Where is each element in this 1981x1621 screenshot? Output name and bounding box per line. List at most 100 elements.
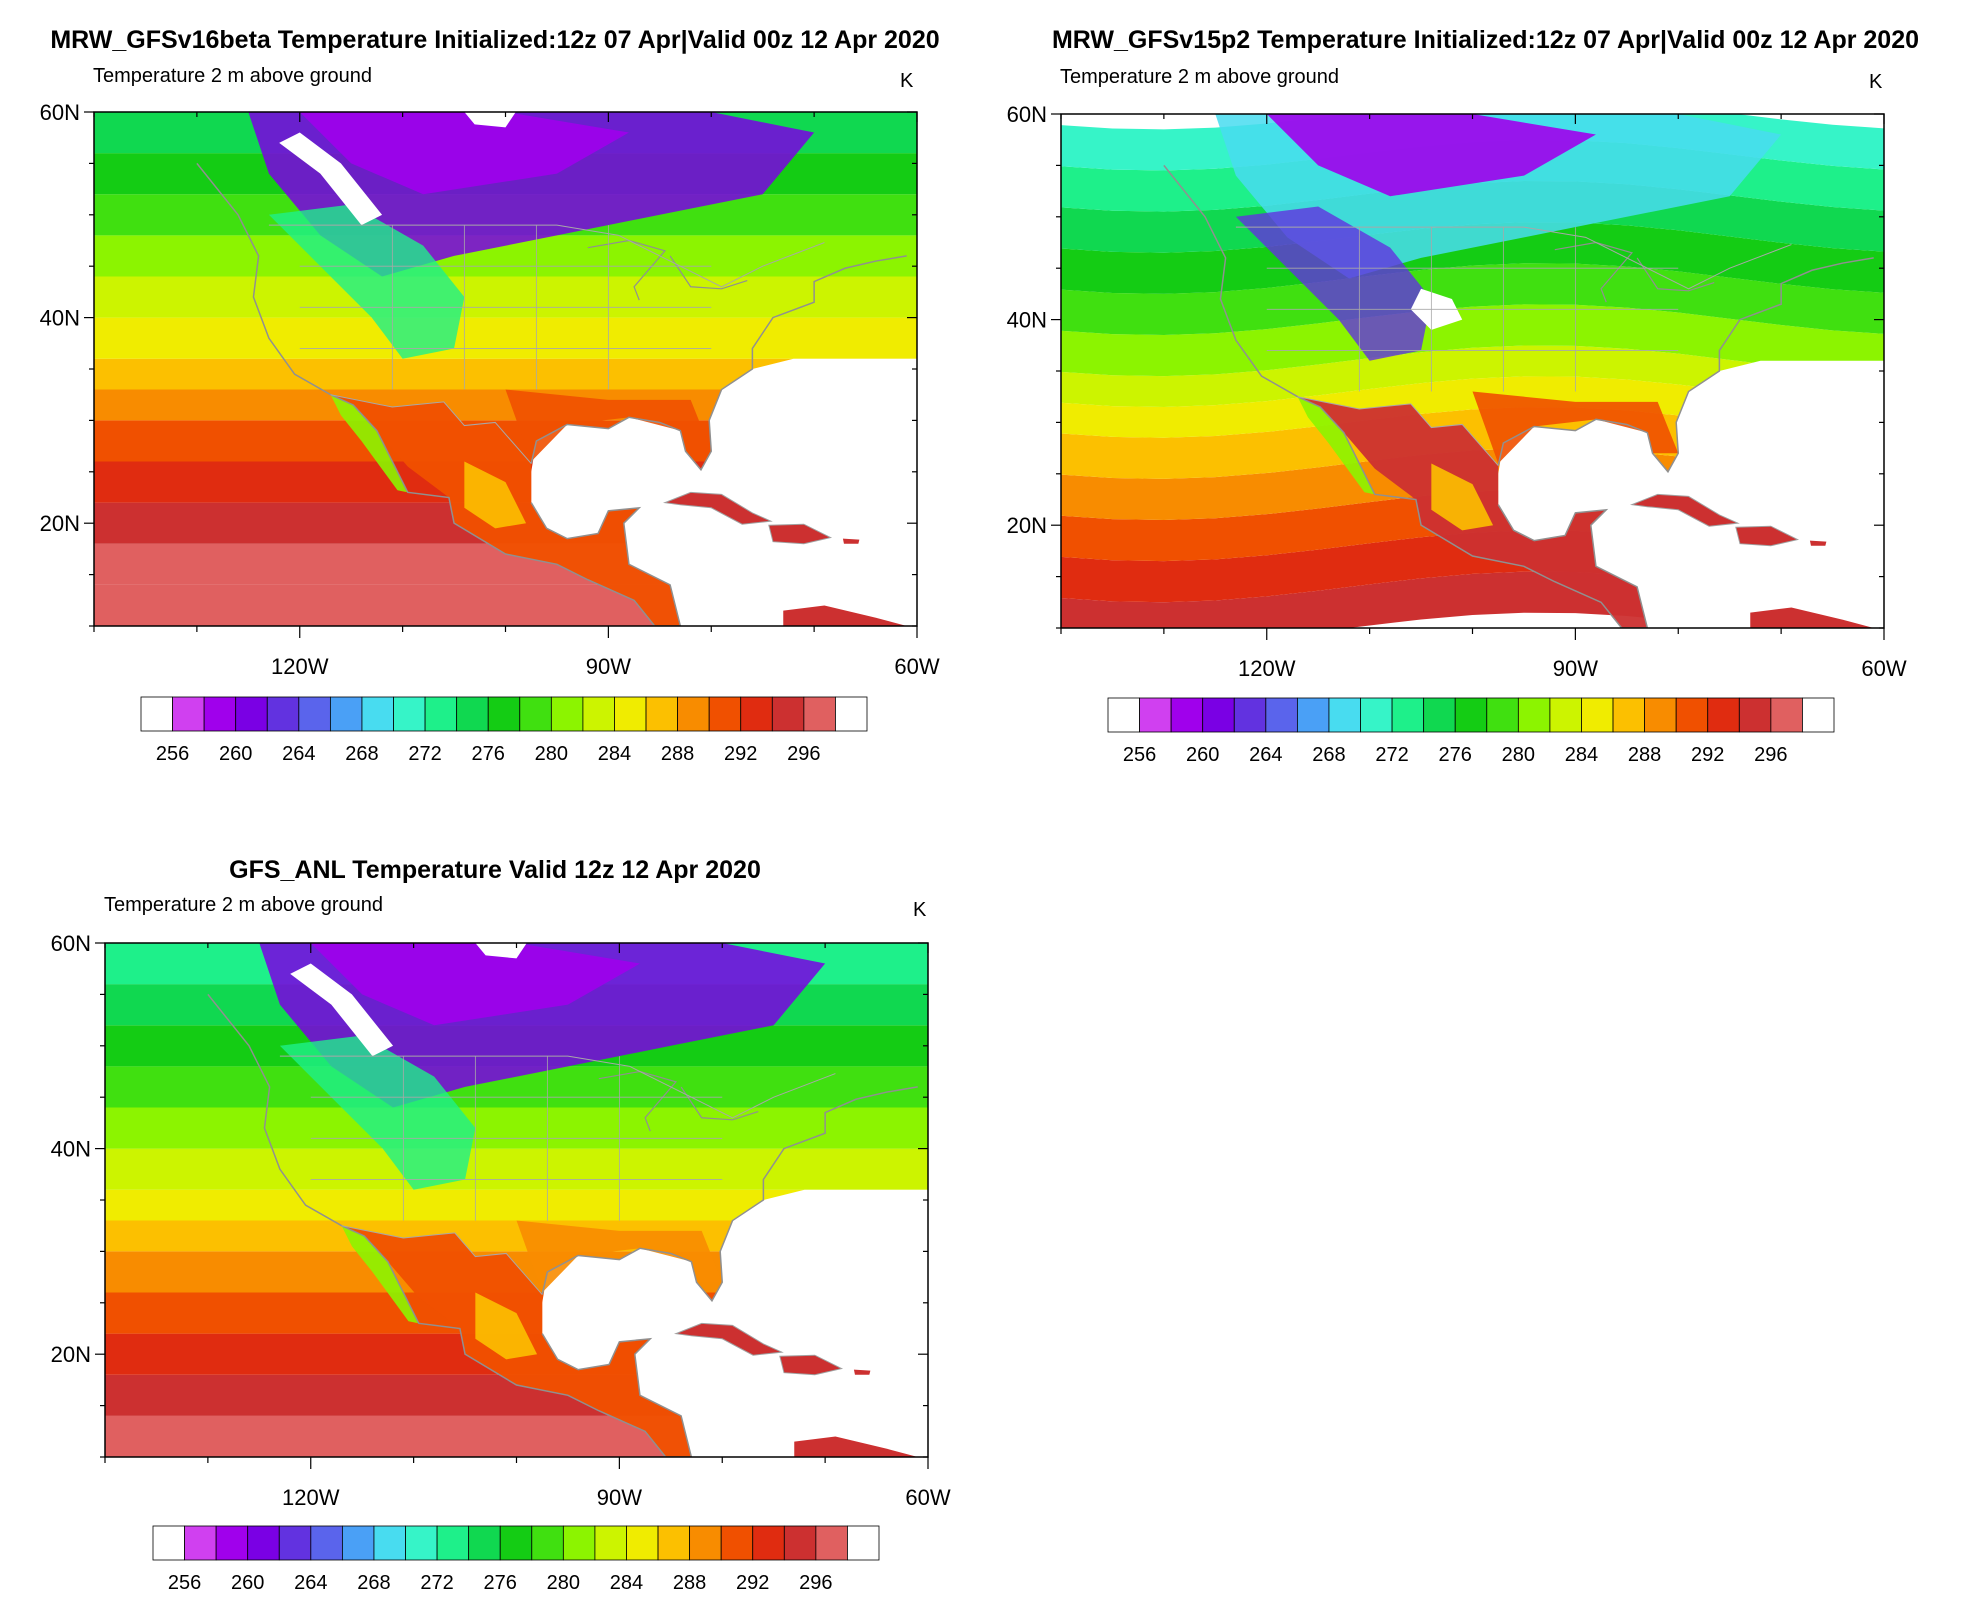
colorbar-swatch — [1644, 697, 1677, 733]
colorbar-label: 292 — [736, 1572, 769, 1594]
colorbar-swatch — [152, 1525, 185, 1561]
colorbar-label: 288 — [673, 1572, 706, 1594]
colorbar-swatch — [740, 696, 773, 732]
colorbar-swatch — [215, 1525, 249, 1561]
units-label: K — [913, 899, 927, 921]
colorbar-swatch — [531, 1525, 564, 1561]
units-label: K — [1869, 71, 1883, 93]
colorbar-swatch — [361, 696, 394, 732]
colorbar-swatch — [626, 1525, 659, 1561]
colorbar-swatch — [436, 1525, 470, 1561]
lat-tick-label: 60N — [51, 931, 91, 956]
colorbar-swatch — [247, 1525, 280, 1561]
colorbar-swatch — [487, 696, 521, 732]
colorbar-swatch — [184, 1525, 217, 1561]
colorbar-swatch — [657, 1525, 691, 1561]
colorbar-label: 284 — [1565, 744, 1598, 766]
colorbar-swatch — [468, 1525, 501, 1561]
colorbar-swatch — [1707, 697, 1740, 733]
colorbar-label: 296 — [1754, 744, 1787, 766]
colorbar-swatch — [235, 696, 268, 732]
colorbar-swatch — [1423, 697, 1456, 733]
lat-tick-label: 40N — [51, 1137, 91, 1162]
colorbar-swatch — [594, 1525, 627, 1561]
map-panel-gfs-anl: GFS_ANL Temperature Valid 12z 12 Apr 202… — [0, 830, 990, 1621]
lon-tick-label: 60W — [894, 654, 939, 679]
colorbar-swatch — [835, 696, 868, 732]
colorbar-swatch — [708, 696, 742, 732]
panel-title: MRW_GFSv15p2 Temperature Initialized:12z… — [1051, 26, 1920, 54]
lon-tick-label: 90W — [586, 654, 631, 679]
colorbar: 256 260 264 268 272 276 280 284 288 292 296 — [1107, 697, 1835, 766]
colorbar-label: 272 — [420, 1572, 453, 1594]
colorbar-swatch — [266, 696, 300, 732]
lat-tick-label: 60N — [1007, 102, 1047, 127]
colorbar: 256 260 264 268 272 276 280 284 288 292 296 — [152, 1525, 880, 1594]
temperature-map: 60N 40N 20N 120W 90W 60W — [1007, 102, 1907, 681]
panel-subtitle: Temperature 2 m above ground — [1060, 66, 1340, 88]
colorbar-swatch — [1454, 697, 1488, 733]
colorbar-label: 276 — [484, 1572, 517, 1594]
lon-tick-label: 60W — [905, 1485, 950, 1510]
colorbar-swatch — [1265, 697, 1298, 733]
colorbar-label: 296 — [787, 743, 820, 765]
colorbar-swatch — [1738, 697, 1772, 733]
colorbar-swatch — [689, 1525, 722, 1561]
colorbar-swatch — [803, 696, 836, 732]
colorbar-label: 264 — [282, 743, 315, 765]
colorbar-swatch — [499, 1525, 533, 1561]
colorbar-swatch — [329, 696, 363, 732]
colorbar-label: 268 — [1312, 744, 1345, 766]
lon-tick-label: 120W — [271, 654, 329, 679]
colorbar-label: 280 — [1502, 744, 1535, 766]
panel-subtitle: Temperature 2 m above ground — [104, 894, 384, 916]
colorbar-swatch — [720, 1525, 754, 1561]
lon-tick-label: 120W — [1238, 656, 1296, 681]
colorbar-swatch — [405, 1525, 438, 1561]
colorbar-swatch — [1296, 697, 1330, 733]
colorbar-label: 288 — [1628, 744, 1661, 766]
colorbar-swatch — [1170, 697, 1204, 733]
colorbar-swatch — [278, 1525, 312, 1561]
lat-tick-label: 40N — [1007, 308, 1047, 333]
colorbar-label: 256 — [156, 743, 189, 765]
lon-tick-label: 90W — [1553, 656, 1598, 681]
lon-tick-label: 60W — [1861, 656, 1906, 681]
colorbar-label: 260 — [1186, 744, 1219, 766]
colorbar-swatch — [310, 1525, 343, 1561]
panel-subtitle: Temperature 2 m above ground — [93, 65, 373, 87]
colorbar-swatch — [614, 696, 647, 732]
colorbar-swatch — [1549, 697, 1582, 733]
colorbar-label: 268 — [357, 1572, 390, 1594]
colorbar-label: 268 — [345, 743, 378, 765]
colorbar-swatch — [456, 696, 489, 732]
colorbar-label: 284 — [598, 743, 631, 765]
colorbar-swatch — [771, 696, 805, 732]
colorbar-label: 272 — [408, 743, 441, 765]
colorbar-swatch — [645, 696, 679, 732]
colorbar-swatch — [1107, 697, 1140, 733]
colorbar-label: 284 — [610, 1572, 643, 1594]
colorbar-swatch — [1517, 697, 1551, 733]
lon-tick-label: 120W — [282, 1485, 340, 1510]
colorbar-swatch — [1581, 697, 1614, 733]
colorbar-swatch — [1328, 697, 1361, 733]
colorbar-swatch — [393, 696, 426, 732]
colorbar-label: 260 — [231, 1572, 264, 1594]
colorbar-swatch — [1486, 697, 1519, 733]
colorbar-swatch — [1202, 697, 1235, 733]
colorbar-label: 292 — [1691, 744, 1724, 766]
colorbar-swatch — [1391, 697, 1425, 733]
colorbar-swatch — [298, 696, 331, 732]
colorbar-label: 260 — [219, 743, 252, 765]
colorbar-label: 288 — [661, 743, 694, 765]
colorbar-swatch — [373, 1525, 406, 1561]
colorbar: 256 260 264 268 272 276 280 284 288 292 296 — [140, 696, 868, 765]
map-panel-gfsv16beta: MRW_GFSv16beta Temperature Initialized:1… — [0, 0, 990, 800]
colorbar-swatch — [562, 1525, 596, 1561]
colorbar-swatch — [677, 696, 710, 732]
lat-tick-label: 20N — [51, 1342, 91, 1367]
colorbar-swatch — [1675, 697, 1709, 733]
colorbar-swatch — [752, 1525, 785, 1561]
colorbar-label: 296 — [799, 1572, 832, 1594]
